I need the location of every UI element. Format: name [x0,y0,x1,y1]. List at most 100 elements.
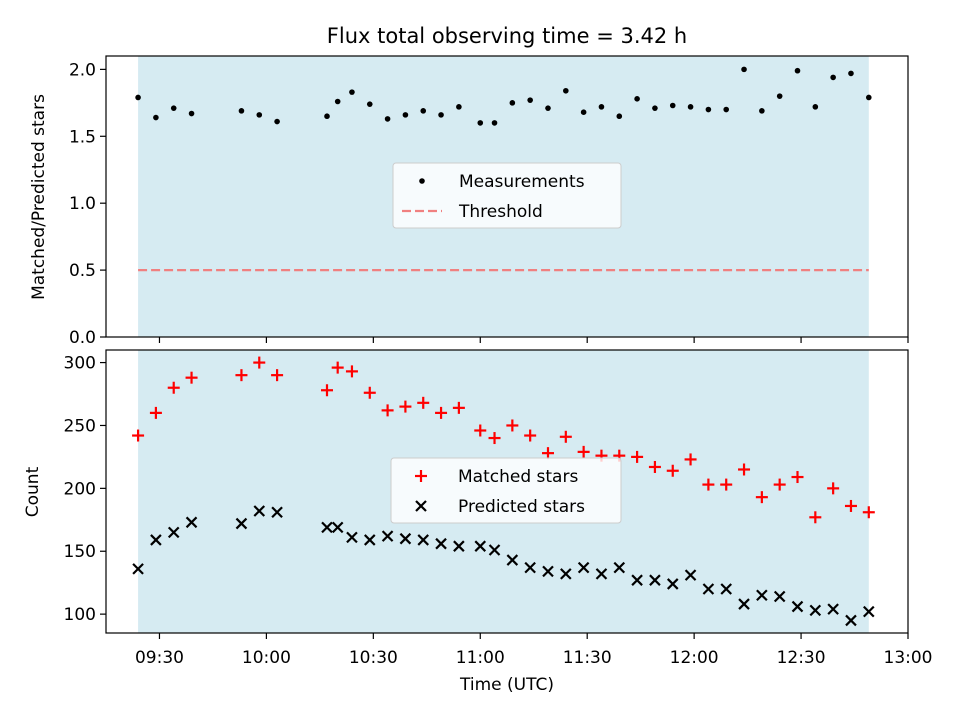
x-tick-label: 11:00 [456,648,505,668]
measurement-point [812,104,819,110]
predicted-star-point [577,561,590,574]
y-tick-label: 150 [64,542,96,562]
measurement-point [256,112,263,118]
predicted-star-point [488,544,501,556]
measurement-point [324,113,330,120]
measurement-point [274,118,280,125]
top-legend-box [392,162,622,229]
measurement-point [634,96,640,102]
measurement-point [402,112,409,118]
predicted-star-point [809,604,822,617]
predicted-star-point [435,537,447,550]
matched-star-point [684,453,697,466]
matched-star-point [791,471,804,484]
predicted-star-point [595,568,608,580]
chart-title: Flux total observing time = 3.42 h [327,24,687,48]
x-tick-label: 11:30 [563,648,612,668]
matched-star-point [399,400,412,413]
count-panel: 100 150 200 250 300 09:30 10:00 10:30 11:00 11:3… [23,349,933,695]
y-tick-label: 1.5 [69,127,96,147]
measurement-point [170,105,177,111]
measurement-point [366,101,373,107]
matched-star-point [773,478,786,491]
predicted-star-point [253,505,266,517]
predicted-star-point [631,574,643,586]
top-plot-frame [105,55,909,338]
measurement-point [188,110,195,117]
matched-star-point [738,463,751,476]
predicted-star-point [542,565,554,578]
matched-star-point [185,371,198,384]
predicted-star-point [381,530,394,542]
predicted-star-point [132,563,144,575]
measurement-point [135,94,141,101]
measurement-point [723,106,730,113]
matched-star-point [253,356,266,369]
matched-star-point [320,384,333,397]
predicted-star-point [524,561,536,574]
ratio-panel: 0.00.51.01.52.0 Matched/Predicted stars … [29,55,909,348]
matched-star-point [331,361,344,374]
x-tick-label: 09:30 [135,648,184,668]
y-tick-label: 200 [64,479,96,499]
predicted-star-point [649,574,661,586]
x-tick-label: 10:30 [349,648,398,668]
bottom-legend-box [390,457,622,524]
measurement-point [349,89,355,95]
matched-star-point [452,401,465,414]
predicted-star-point [702,583,715,595]
legend-predicted-label: Predicted stars [458,497,585,517]
predicted-star-point [560,568,572,580]
measurement-point [334,98,341,105]
matched-star-point [541,447,554,460]
matched-star-point [363,386,376,399]
x-tick-label: 10:00 [242,648,291,668]
y-tick-label: 1.0 [69,194,96,214]
measurement-point [794,67,801,74]
matched-star-point [755,491,768,504]
predicted-star-point [150,534,162,546]
x-tick-label: 12:30 [777,648,826,668]
matched-star-point [666,464,679,477]
predicted-star-point [506,554,519,566]
measurement-point [598,104,605,110]
predicted-star-point [845,614,857,627]
measurement-point [545,105,551,111]
predicted-star-point [773,590,786,603]
matched-star-point [488,432,501,445]
measurement-point [456,104,462,110]
predicted-star-point [666,578,679,590]
legend-threshold-label: Threshold [458,202,543,222]
measurement-point [527,97,533,103]
measurement-point [563,87,569,94]
y-tick-label: 300 [64,354,96,374]
predicted-star-point [720,583,732,595]
measurement-point [830,74,836,81]
predicted-star-point [738,598,750,610]
matched-star-point [167,381,180,394]
predicted-star-point [346,531,358,544]
measurement-point [491,120,498,126]
bottom-plot-frame [105,349,909,634]
legend-measurements-label: Measurements [459,172,585,192]
predicted-star-point [399,532,412,545]
matched-star-point [702,478,715,491]
matched-star-point [809,511,822,524]
predicted-stars-points [132,505,875,627]
x-tick-label: 12:00 [670,648,719,668]
bottom-legend: Matched stars Predicted stars [390,457,622,524]
predicted-star-point [185,516,198,529]
matched-star-point [235,369,248,382]
measurement-point [509,100,516,106]
bottom-y-axis-label: Count [23,466,43,517]
predicted-star-point [331,521,344,534]
x-tick-label: 13:00 [884,648,933,668]
predicted-star-point [791,600,804,613]
top-x-axis-ticks [158,337,909,343]
matched-star-point [720,478,733,491]
matched-star-point [506,419,519,432]
measurement-point [238,108,245,114]
matched-star-point [631,450,644,463]
matched-star-point [132,429,145,442]
